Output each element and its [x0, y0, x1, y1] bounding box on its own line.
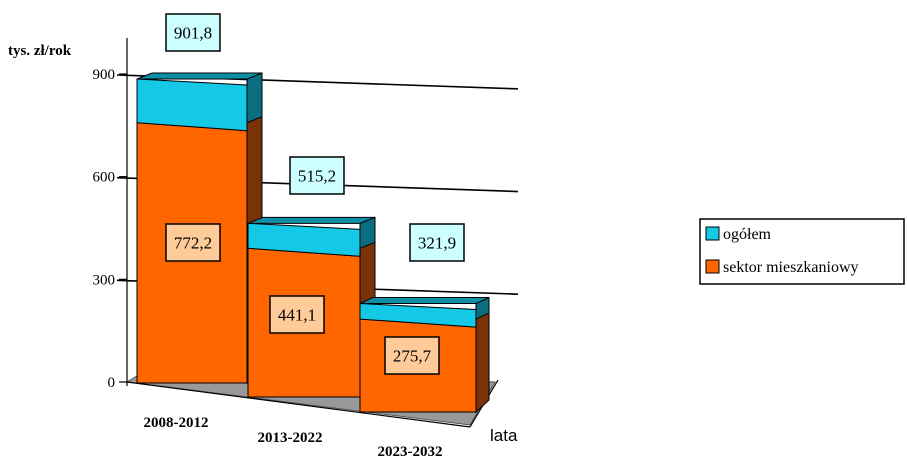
data-label-ogolem: 321,9	[418, 234, 456, 253]
bar-segment-ogolem	[247, 222, 361, 257]
data-label-ogolem-box	[165, 13, 221, 52]
data-label-sektor-box	[384, 336, 440, 375]
bar-side-ogolem	[246, 72, 263, 124]
y-tick-label: 0	[108, 375, 116, 391]
x-tick-label: 2008-2012	[144, 415, 209, 431]
legend-swatch-sektor	[705, 259, 720, 274]
bar-top	[136, 72, 263, 80]
bar-top	[247, 216, 376, 224]
y-tick-label: 900	[93, 67, 116, 83]
data-label-sektor: 441,1	[278, 306, 316, 325]
x-axis-line	[126, 381, 471, 428]
legend: ogółem sektor mieszkaniowy	[699, 218, 905, 285]
bar-segment-ogolem	[359, 302, 477, 328]
data-labels: 901,8 515,2 321,9 772,2 441,1 275,7	[165, 13, 465, 375]
x-tick-label: 2023-2032	[378, 444, 443, 460]
legend-frame	[699, 218, 905, 285]
y-axis-title: tys. zł/rok	[8, 43, 72, 59]
axes: 0 300 600 900 2008-2012 2013-2022 2023-2032	[93, 38, 499, 460]
legend-label-sektor: sektor mieszkaniowy	[723, 259, 859, 276]
data-label-ogolem-box	[409, 223, 465, 262]
x-axis-title: lata	[490, 426, 518, 445]
y-tick-label: 600	[93, 170, 116, 186]
data-label-ogolem-box	[289, 156, 345, 195]
data-label-ogolem: 515,2	[298, 167, 336, 186]
x-tick-label: 2013-2022	[258, 430, 323, 446]
bar-top	[359, 296, 490, 304]
bar-segment-ogolem	[136, 78, 248, 132]
data-label-sektor: 275,7	[393, 347, 432, 366]
data-label-sektor: 772,2	[174, 234, 212, 253]
bars	[136, 72, 490, 414]
legend-label-ogolem: ogółem	[723, 226, 772, 243]
legend-swatch-ogolem	[705, 226, 720, 241]
data-label-ogolem: 901,8	[174, 24, 212, 43]
data-label-sektor-box	[269, 295, 325, 334]
y-tick-label: 300	[93, 272, 116, 288]
data-label-sektor-box	[165, 223, 221, 262]
